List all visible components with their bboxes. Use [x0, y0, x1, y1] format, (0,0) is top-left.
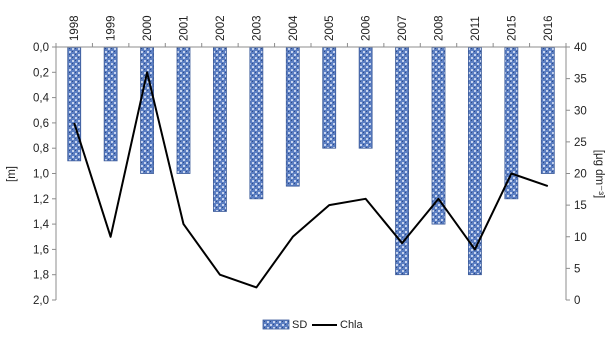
sd-bar-2000 — [141, 47, 154, 174]
sd-bar-2006 — [359, 47, 372, 148]
y-right-tick-label: 10 — [574, 232, 587, 244]
sd-bar-2008 — [432, 47, 445, 224]
x-tick-label-2008: 2008 — [434, 15, 446, 41]
sd-bar-2005 — [323, 47, 336, 148]
y-left-tick-label: 1,6 — [33, 244, 49, 256]
sd-bar-2003 — [250, 47, 263, 199]
sd-bar-1999 — [104, 47, 117, 161]
y-left-tick-label: 0,8 — [33, 143, 49, 155]
x-tick-label-2000: 2000 — [142, 15, 154, 41]
legend: SD Chla — [263, 319, 364, 331]
y-left-tick-label: 1,0 — [33, 169, 49, 181]
y-left-axis-title: [m] — [6, 166, 18, 182]
x-tick-label-2002: 2002 — [215, 15, 227, 41]
y-right-tick-label: 40 — [574, 42, 587, 54]
x-tick-label-1999: 1999 — [106, 15, 118, 41]
axes-layer — [52, 43, 570, 300]
y-left-tick-label: 1,8 — [33, 270, 49, 282]
y-right-tick-label: 30 — [574, 105, 587, 117]
y-left-tick-label: 1,4 — [33, 219, 50, 231]
sd-bar-2007 — [396, 47, 409, 275]
y-right-tick-label: 0 — [574, 295, 580, 307]
y-left-tick-label: 0,2 — [33, 67, 49, 79]
x-tick-label-2001: 2001 — [179, 15, 191, 41]
y-left-tick-label: 0,0 — [33, 42, 49, 54]
sd-bar-2002 — [213, 47, 226, 211]
sd-bar-2004 — [286, 47, 299, 186]
y-right-tick-label: 15 — [574, 200, 587, 212]
sd-bar-2016 — [541, 47, 554, 174]
x-tick-label-2015: 2015 — [506, 15, 518, 41]
x-tick-label-2011: 2011 — [470, 16, 482, 41]
x-tick-label-1998: 1998 — [69, 15, 81, 41]
x-tick-label-2004: 2004 — [288, 15, 300, 41]
x-tick-label-2006: 2006 — [361, 15, 373, 41]
x-tick-label-2007: 2007 — [397, 15, 409, 41]
sd-bar-1998 — [68, 47, 81, 161]
y-right-tick-label: 35 — [574, 74, 587, 86]
legend-sd-label: SD — [292, 319, 307, 331]
y-left-tick-label: 0,6 — [33, 118, 49, 130]
y-right-tick-label: 25 — [574, 137, 587, 149]
x-tick-label-2005: 2005 — [324, 15, 336, 41]
y-left-tick-label: 0,4 — [33, 93, 50, 105]
sd-bar-2001 — [177, 47, 190, 174]
legend-chla-label: Chla — [340, 319, 364, 331]
y-left-tick-label: 2,0 — [33, 295, 49, 307]
x-tick-label-2016: 2016 — [543, 15, 555, 41]
legend-sd-swatch — [263, 320, 289, 329]
bars-layer — [68, 47, 555, 275]
y-right-tick-label: 20 — [574, 169, 587, 181]
y-left-tick-label: 1,2 — [33, 194, 49, 206]
y-right-axis-title: [μg dm⁻³] — [593, 150, 605, 198]
x-tick-label-2003: 2003 — [251, 15, 263, 41]
y-right-tick-label: 5 — [574, 263, 580, 275]
